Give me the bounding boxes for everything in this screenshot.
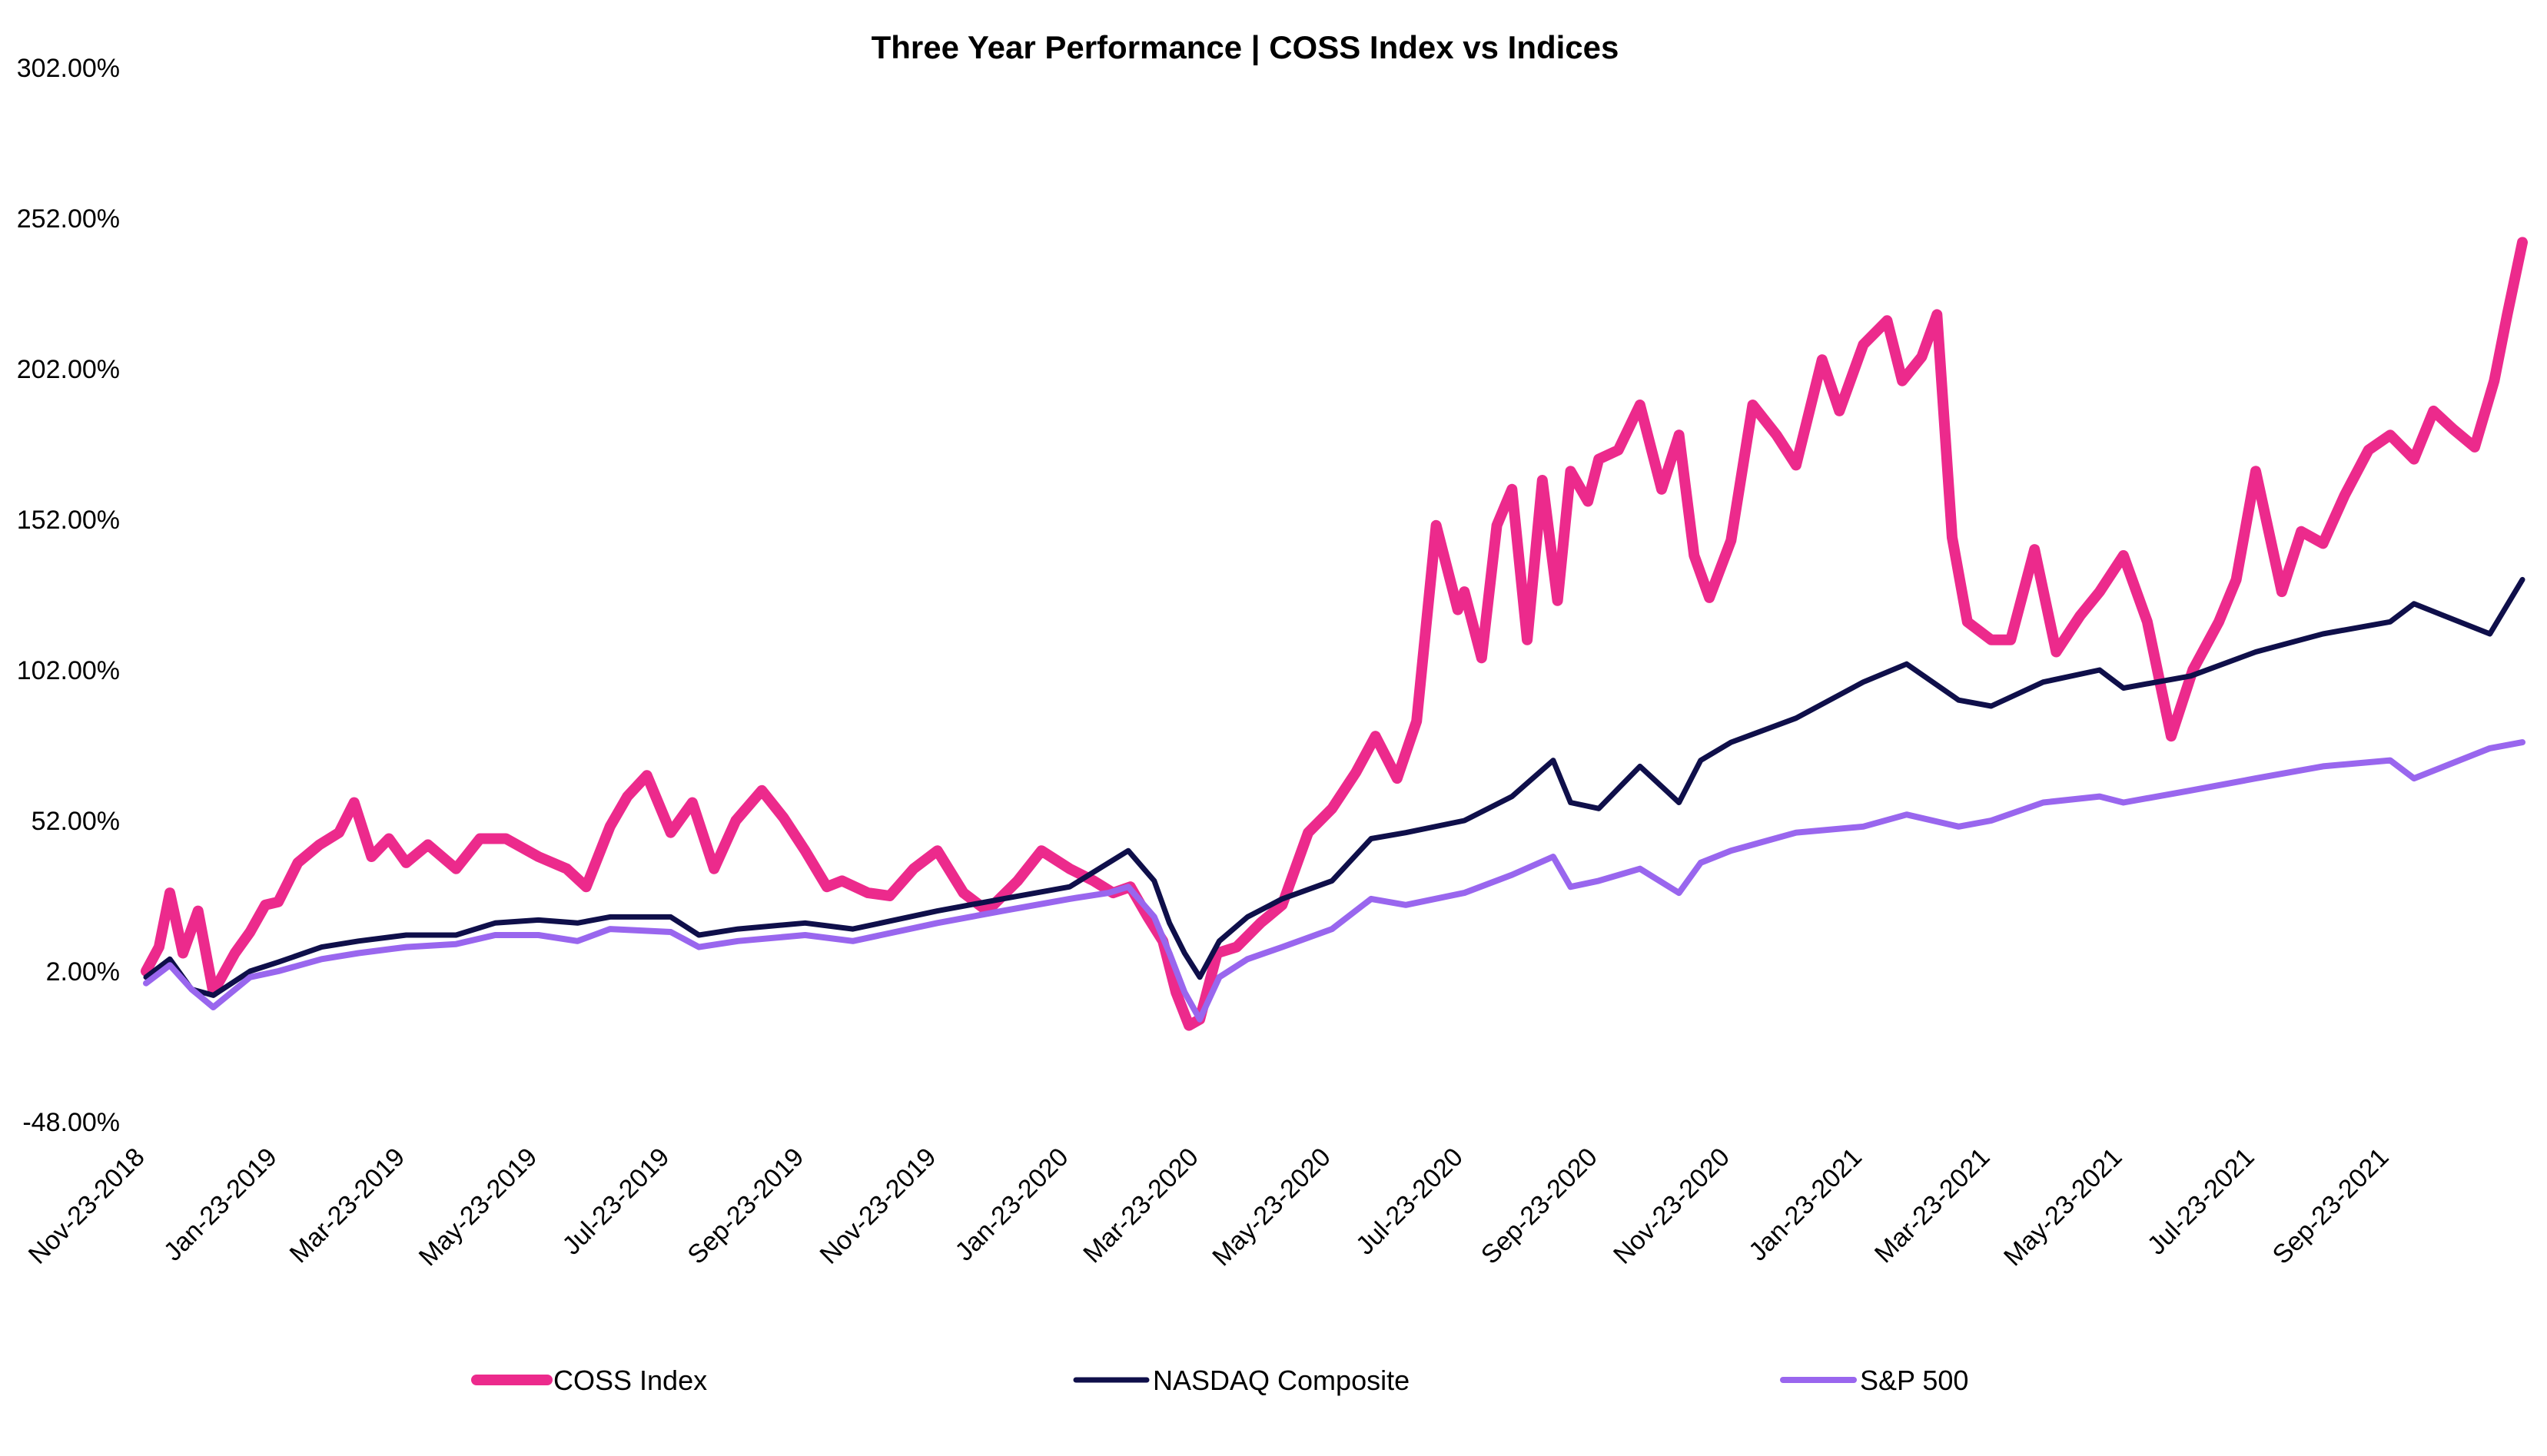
x-tick-label: Jul-23-2020 — [1350, 1143, 1469, 1261]
y-tick-label: -48.00% — [22, 1108, 120, 1137]
chart-title: Three Year Performance | COSS Index vs I… — [872, 29, 1619, 66]
y-tick-label: 202.00% — [17, 355, 120, 384]
x-tick-label: Mar-23-2021 — [1869, 1143, 1996, 1269]
x-tick-label: Mar-23-2019 — [284, 1143, 411, 1269]
series-line-sp-500 — [143, 739, 2525, 1023]
y-tick-label: 152.00% — [17, 506, 120, 535]
x-tick-label: Sep-23-2021 — [2267, 1143, 2395, 1270]
legend-label: S&P 500 — [1860, 1365, 1968, 1396]
series-line-nasdaq-composite — [143, 576, 2525, 998]
x-tick-label: Nov-23-2018 — [23, 1143, 151, 1270]
x-tick-label: Sep-23-2020 — [1476, 1143, 1603, 1270]
x-tick-label: Nov-23-2020 — [1608, 1143, 1735, 1270]
legend-label: NASDAQ Composite — [1153, 1365, 1410, 1396]
legend: COSS Index NASDAQ Composite S&P 500 — [471, 1365, 1968, 1396]
y-tick-label: 252.00% — [17, 204, 120, 234]
x-tick-label: Jan-23-2021 — [1743, 1143, 1868, 1267]
y-tick-label: 52.00% — [32, 807, 120, 836]
x-axis: Nov-23-2018 Jan-23-2019 Mar-23-2019 May-23-… — [23, 1143, 2395, 1272]
series-line-coss-index — [141, 237, 2528, 1031]
x-tick-label: Mar-23-2020 — [1078, 1143, 1204, 1269]
legend-item-sp-500: S&P 500 — [1780, 1365, 1968, 1396]
x-tick-label: Jan-23-2019 — [158, 1143, 283, 1267]
x-tick-label: May-23-2019 — [413, 1143, 543, 1272]
legend-item-nasdaq-composite: NASDAQ Composite — [1073, 1365, 1410, 1396]
y-axis: 302.00% 252.00% 202.00% 152.00% 102.00% 52.00… — [17, 54, 120, 1137]
x-tick-label: Nov-23-2019 — [815, 1143, 942, 1270]
legend-item-coss-index: COSS Index — [471, 1365, 707, 1396]
x-tick-label: Jul-23-2021 — [2142, 1143, 2260, 1261]
x-tick-label: Jul-23-2019 — [557, 1143, 676, 1261]
x-tick-label: Sep-23-2019 — [682, 1143, 809, 1270]
legend-label: COSS Index — [553, 1365, 707, 1396]
x-tick-label: Jan-23-2020 — [950, 1143, 1074, 1267]
y-tick-label: 2.00% — [46, 957, 120, 987]
y-tick-label: 302.00% — [17, 54, 120, 83]
y-tick-label: 102.00% — [17, 656, 120, 685]
x-tick-label: May-23-2021 — [1998, 1143, 2128, 1272]
x-tick-label: May-23-2020 — [1207, 1143, 1337, 1272]
series-layer — [141, 237, 2528, 1031]
